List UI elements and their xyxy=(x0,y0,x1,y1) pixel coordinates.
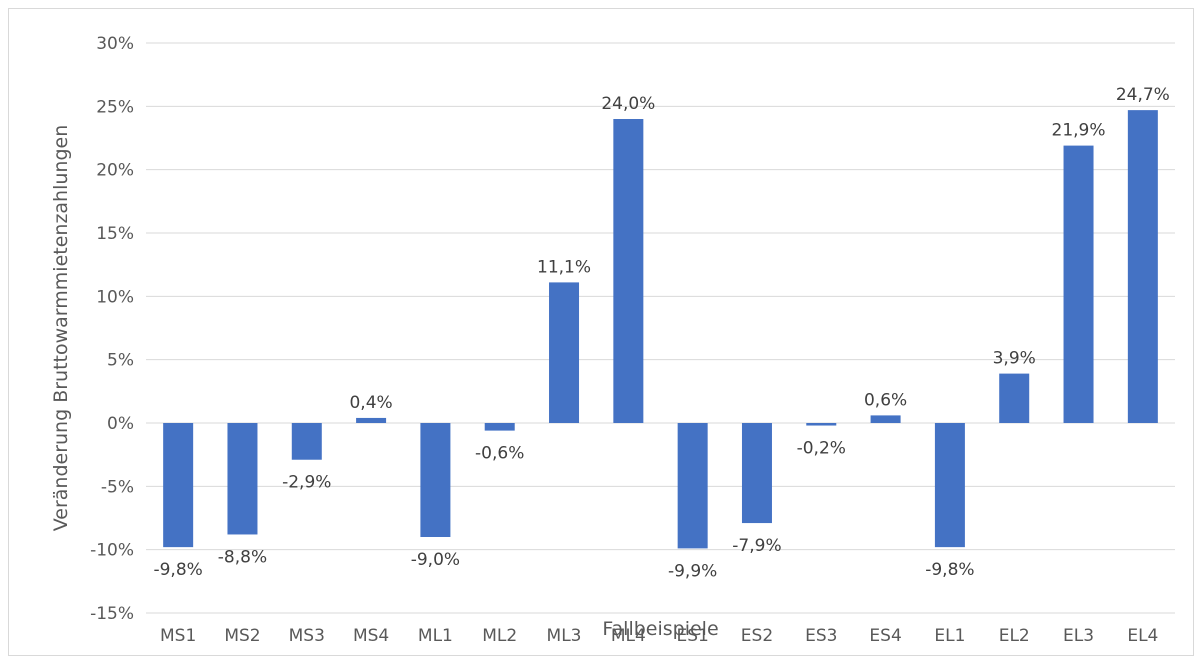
bars xyxy=(163,110,1158,549)
x-tick-label: ES3 xyxy=(805,626,837,646)
x-tick-label: MS3 xyxy=(289,626,325,646)
bar-ml2 xyxy=(484,423,515,431)
y-tick-label: 0% xyxy=(107,414,134,434)
chart-area: 30% 25% 20% 15% 10% 5% 0% -5% -10% -15% -9,8% -8,8… xyxy=(8,8,1194,656)
x-tick-label: ML4 xyxy=(611,626,646,646)
x-tick-label: ES4 xyxy=(869,626,901,646)
y-tick-label: 30% xyxy=(96,34,134,54)
data-label-el1: -9,8% xyxy=(925,560,974,580)
data-label-es3: -0,2% xyxy=(797,439,846,459)
y-tick-label: 10% xyxy=(96,287,134,307)
bar-chart: 30% 25% 20% 15% 10% 5% 0% -5% -10% -15% -9,8% -8,8… xyxy=(50,34,1175,646)
data-label-es4: 0,6% xyxy=(864,390,907,410)
bar-ms1 xyxy=(163,423,194,548)
x-tick-label: EL1 xyxy=(934,626,965,646)
y-axis-ticks: 30% 25% 20% 15% 10% 5% 0% -5% -10% -15% xyxy=(90,34,134,624)
x-tick-label: EL2 xyxy=(999,626,1030,646)
data-labels: -9,8% -8,8% -2,9% 0,4% -9,0% -0,6% 11,1% 24,0% -… xyxy=(153,85,1169,581)
gridlines xyxy=(146,42,1175,614)
x-tick-label: MS2 xyxy=(224,626,260,646)
data-label-es2: -7,9% xyxy=(732,536,781,556)
x-tick-label: ES2 xyxy=(741,626,773,646)
bar-el2 xyxy=(999,373,1030,423)
data-label-ml3: 11,1% xyxy=(537,257,591,277)
bar-el4 xyxy=(1127,110,1158,423)
bar-el3 xyxy=(1063,145,1094,423)
y-tick-label: 5% xyxy=(107,351,134,371)
x-tick-label: ML2 xyxy=(482,626,517,646)
data-label-ml4: 24,0% xyxy=(601,94,655,114)
bar-ms2 xyxy=(227,423,258,535)
x-tick-label: ML3 xyxy=(547,626,582,646)
x-tick-label: ML1 xyxy=(418,626,453,646)
data-label-ml2: -0,6% xyxy=(475,444,524,464)
bar-ml3 xyxy=(549,282,580,423)
y-tick-label: -15% xyxy=(90,604,134,624)
data-label-el4: 24,7% xyxy=(1116,85,1170,105)
x-tick-label: MS1 xyxy=(160,626,196,646)
y-tick-label: -10% xyxy=(90,541,134,561)
x-tick-label: EL4 xyxy=(1127,626,1158,646)
data-label-ml1: -9,0% xyxy=(411,550,460,570)
bar-es1 xyxy=(677,423,708,549)
y-tick-label: 20% xyxy=(96,161,134,181)
bar-ml4 xyxy=(613,119,644,423)
y-axis-title: Veränderung Bruttowarmmietenzahlungen xyxy=(50,125,72,532)
x-axis-ticks: MS1 MS2 MS3 MS4 ML1 ML2 ML3 ML4 ES1 ES2 ES3 ES4 EL1 E… xyxy=(160,626,1158,646)
data-label-es1: -9,9% xyxy=(668,561,717,581)
x-tick-label: EL3 xyxy=(1063,626,1094,646)
data-label-ms3: -2,9% xyxy=(282,473,331,493)
bar-es4 xyxy=(870,415,901,423)
bar-ms3 xyxy=(291,423,322,460)
bar-es3 xyxy=(806,423,837,426)
y-tick-label: -5% xyxy=(101,477,134,497)
bar-el1 xyxy=(934,423,965,548)
bar-ms4 xyxy=(356,417,387,423)
data-label-ms2: -8,8% xyxy=(218,547,267,567)
data-label-ms1: -9,8% xyxy=(153,560,202,580)
data-label-el3: 21,9% xyxy=(1052,121,1106,141)
data-label-el2: 3,9% xyxy=(993,349,1036,369)
bar-es2 xyxy=(741,423,772,524)
y-tick-label: 15% xyxy=(96,224,134,244)
bar-ml1 xyxy=(420,423,451,537)
y-tick-label: 25% xyxy=(96,97,134,117)
x-tick-label: ES1 xyxy=(676,626,708,646)
data-label-ms4: 0,4% xyxy=(349,393,392,413)
x-tick-label: MS4 xyxy=(353,626,389,646)
x-axis-title: Fallbeispiele xyxy=(602,618,718,640)
